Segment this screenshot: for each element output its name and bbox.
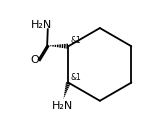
Text: H₂N: H₂N — [52, 101, 73, 111]
Text: &1: &1 — [71, 36, 81, 45]
Text: O: O — [30, 55, 39, 65]
Text: H₂N: H₂N — [30, 20, 52, 30]
Text: &1: &1 — [71, 73, 81, 82]
